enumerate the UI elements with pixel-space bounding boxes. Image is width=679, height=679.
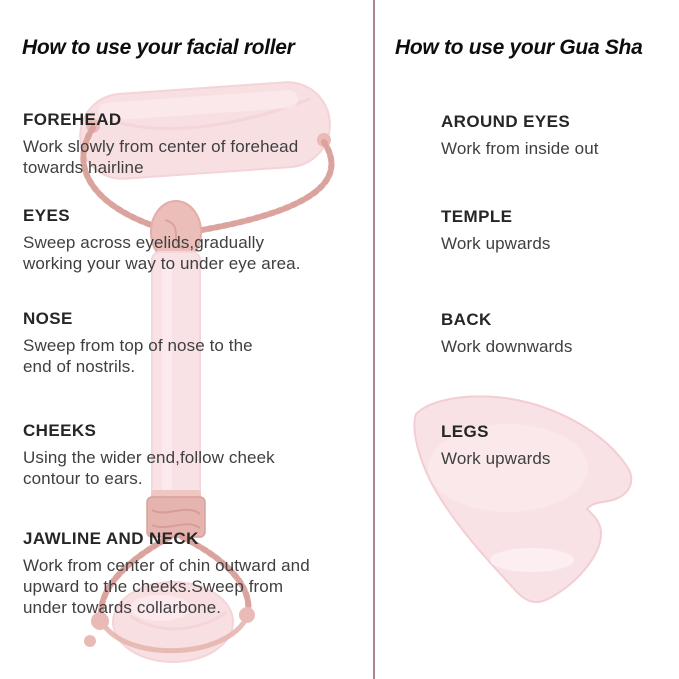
section-temple: TEMPLE Work upwards xyxy=(441,207,671,254)
right-heading: How to use your Gua Sha xyxy=(395,36,643,59)
section-body: Using the wider end,follow cheek contour… xyxy=(23,448,275,488)
facial-roller-illustration xyxy=(79,81,335,663)
section-jawline-and-neck: JAWLINE AND NECK Work from center of chi… xyxy=(23,529,375,618)
section-around-eyes: AROUND EYES Work from inside out xyxy=(441,112,671,159)
section-title: FOREHEAD xyxy=(23,110,122,129)
gua-sha-illustration xyxy=(413,395,633,604)
section-title: TEMPLE xyxy=(441,207,513,226)
section-title: EYES xyxy=(23,206,70,225)
section-eyes: EYES Sweep across eyelids,gradually work… xyxy=(23,206,375,274)
section-title: CHEEKS xyxy=(23,421,97,440)
section-body: Work upwards xyxy=(441,449,551,468)
column-divider xyxy=(373,0,375,679)
section-body: Work from center of chin outward and upw… xyxy=(23,556,310,617)
section-back: BACK Work downwards xyxy=(441,310,671,357)
left-heading: How to use your facial roller xyxy=(22,36,295,59)
section-title: LEGS xyxy=(441,422,489,441)
section-nose: NOSE Sweep from top of nose to the end o… xyxy=(23,309,375,377)
section-title: JAWLINE AND NECK xyxy=(23,529,199,548)
section-title: AROUND EYES xyxy=(441,112,571,131)
section-title: BACK xyxy=(441,310,492,329)
section-title: NOSE xyxy=(23,309,73,328)
section-body: Sweep from top of nose to the end of nos… xyxy=(23,336,253,376)
section-legs: LEGS Work upwards xyxy=(441,422,671,469)
section-body: Work from inside out xyxy=(441,139,599,158)
section-body: Work upwards xyxy=(441,234,551,253)
section-body: Sweep across eyelids,gradually working y… xyxy=(23,233,301,273)
section-body: Work downwards xyxy=(441,337,573,356)
section-body: Work slowly from center of forehead towa… xyxy=(23,137,299,177)
section-forehead: FOREHEAD Work slowly from center of fore… xyxy=(23,110,375,178)
section-cheeks: CHEEKS Using the wider end,follow cheek … xyxy=(23,421,375,489)
